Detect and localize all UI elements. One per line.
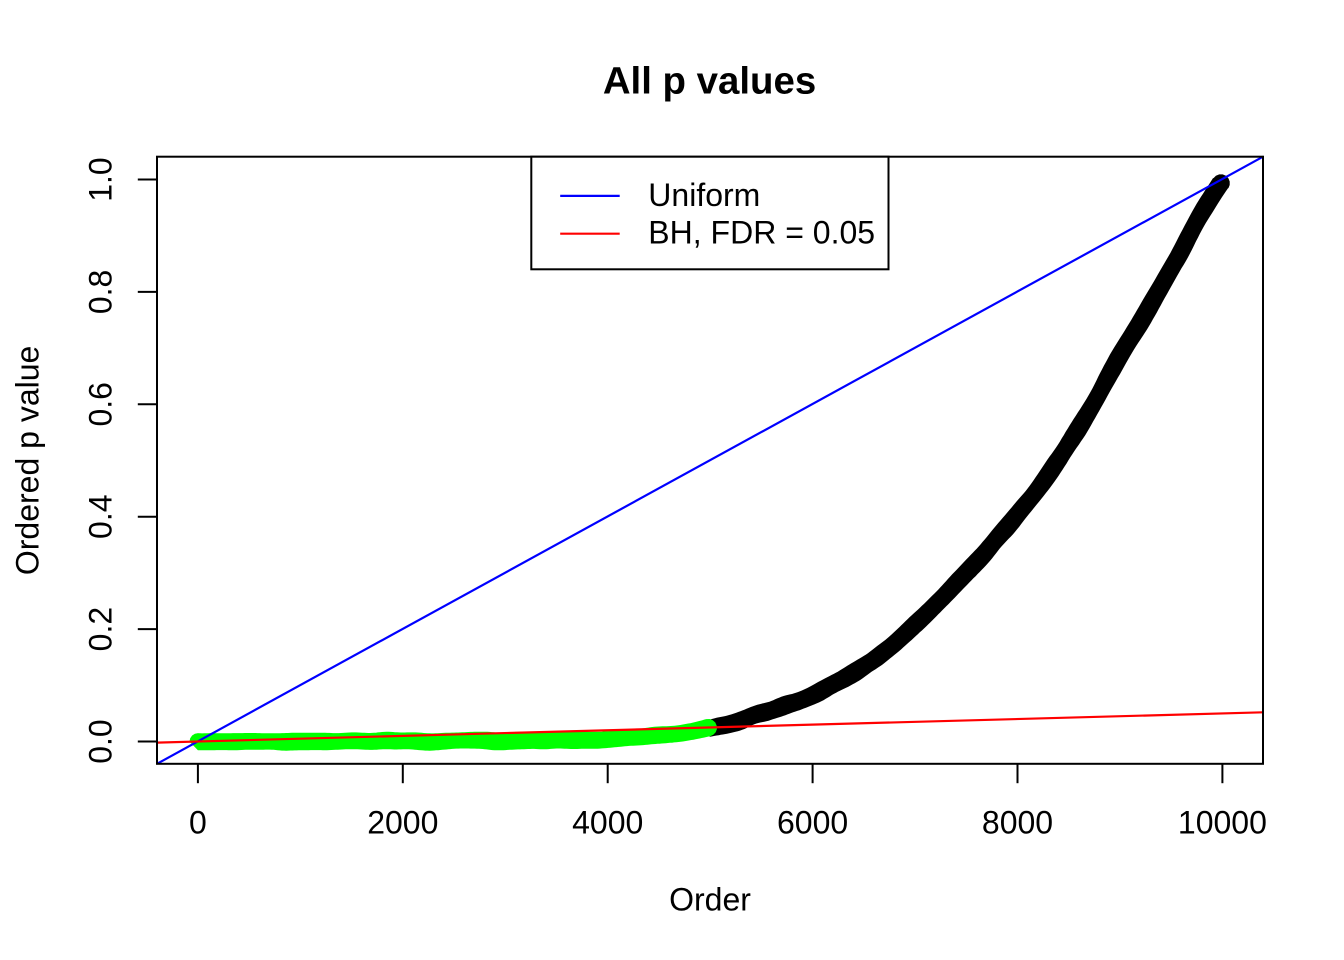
svg-text:0.6: 0.6 — [83, 382, 119, 426]
svg-text:0.2: 0.2 — [83, 607, 119, 651]
svg-text:1.0: 1.0 — [83, 157, 119, 201]
svg-text:8000: 8000 — [982, 805, 1053, 841]
svg-text:4000: 4000 — [572, 805, 643, 841]
svg-text:10000: 10000 — [1178, 805, 1267, 841]
svg-text:BH, FDR = 0.05: BH, FDR = 0.05 — [648, 215, 875, 251]
svg-text:Order: Order — [669, 882, 751, 918]
svg-text:Ordered p value: Ordered p value — [10, 346, 46, 575]
svg-text:0.4: 0.4 — [83, 494, 119, 538]
svg-text:0.8: 0.8 — [83, 270, 119, 314]
svg-text:6000: 6000 — [777, 805, 848, 841]
svg-text:All p values: All p values — [603, 60, 816, 103]
svg-text:0: 0 — [189, 805, 207, 841]
svg-text:Uniform: Uniform — [648, 177, 760, 213]
svg-text:2000: 2000 — [367, 805, 438, 841]
svg-text:0.0: 0.0 — [83, 719, 119, 763]
